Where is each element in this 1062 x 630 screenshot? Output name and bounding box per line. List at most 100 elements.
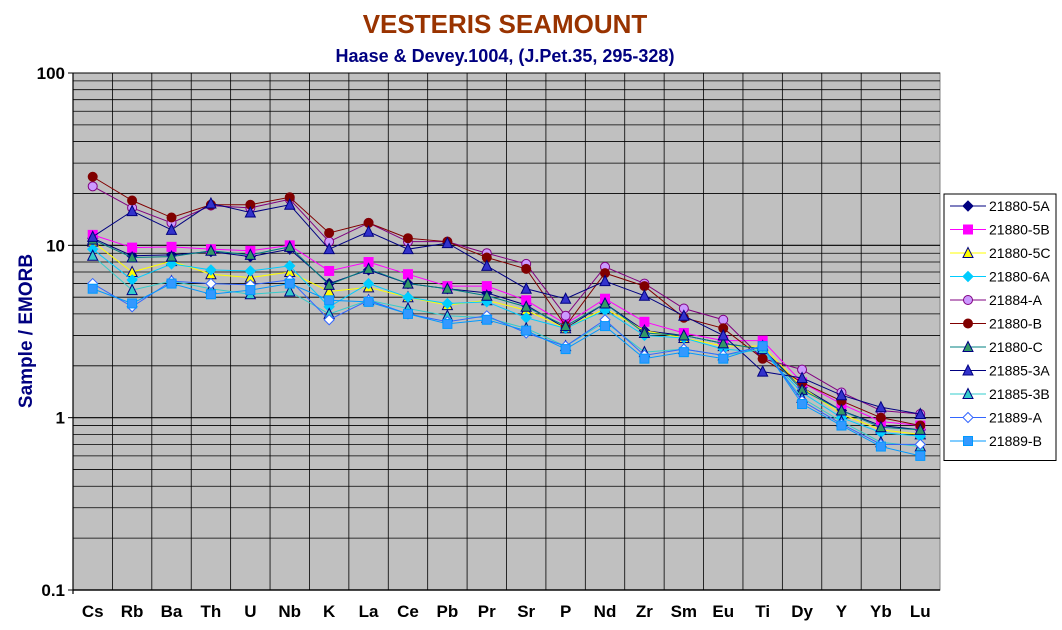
legend-item: 21884-A xyxy=(950,292,1043,308)
series-line xyxy=(92,283,921,457)
data-point xyxy=(441,236,454,249)
data-point xyxy=(560,344,571,355)
legend-item: 21880-C xyxy=(950,339,1043,355)
x-tick-label: Cs xyxy=(82,602,104,621)
data-point xyxy=(559,292,572,304)
legend-marker xyxy=(962,363,974,376)
x-tick-label: Y xyxy=(836,602,848,621)
data-point xyxy=(757,353,768,364)
data-point xyxy=(283,240,296,252)
data-point xyxy=(914,423,927,435)
data-point xyxy=(126,283,138,296)
legend-marker xyxy=(962,411,974,424)
data-point xyxy=(914,407,927,420)
x-tick-label: Ce xyxy=(397,602,419,621)
legend-label: 21885-3B xyxy=(989,386,1050,402)
series-line xyxy=(92,176,921,427)
x-tick-label: Nb xyxy=(278,602,301,621)
y-axis-label: Sample / EMORB xyxy=(16,254,37,408)
chart-title: VESTERIS SEAMOUNT xyxy=(363,9,648,39)
data-point xyxy=(244,205,257,218)
data-point xyxy=(559,319,572,332)
x-tick-label: Dy xyxy=(791,602,813,621)
data-point xyxy=(362,277,375,290)
series-line xyxy=(92,185,921,415)
data-point xyxy=(323,314,335,326)
y-tick-label: 0.1 xyxy=(41,581,65,600)
data-point xyxy=(324,265,335,276)
legend-marker xyxy=(963,436,973,446)
data-point xyxy=(126,250,138,263)
y-axis: 0.1 1 10 100 xyxy=(37,64,73,600)
data-point xyxy=(165,250,178,262)
series-group xyxy=(86,171,927,461)
legend-item: 21885-3B xyxy=(950,386,1050,402)
legend-label: 21885-3A xyxy=(989,363,1050,379)
data-point xyxy=(127,242,138,253)
legend-item: 21880-5A xyxy=(950,198,1050,214)
legend-box xyxy=(943,193,1057,461)
x-tick-label: Eu xyxy=(712,602,734,621)
data-point xyxy=(717,328,730,341)
data-point xyxy=(323,278,335,290)
data-point xyxy=(402,233,413,244)
data-point xyxy=(362,262,375,274)
legend-label: 21880-5A xyxy=(989,198,1050,214)
data-point xyxy=(835,388,848,401)
data-point xyxy=(442,318,453,329)
legend-item: 21889-B xyxy=(950,433,1042,449)
series-line xyxy=(92,248,921,437)
legend-marker xyxy=(962,340,974,352)
y-tick-label: 100 xyxy=(37,64,65,83)
legend-marker xyxy=(962,387,974,399)
data-point xyxy=(600,321,611,332)
x-tick-label: Rb xyxy=(121,602,144,621)
x-tick-label: Ti xyxy=(755,602,770,621)
x-tick-label: Sr xyxy=(517,602,535,621)
data-point xyxy=(678,309,690,321)
data-point xyxy=(915,450,926,461)
data-point xyxy=(166,241,177,252)
x-tick-label: Lu xyxy=(910,602,931,621)
legend-label: 21880-C xyxy=(989,339,1043,355)
data-point xyxy=(639,353,650,364)
data-point xyxy=(796,371,808,383)
data-point xyxy=(914,438,927,451)
data-point xyxy=(836,420,847,431)
data-point xyxy=(560,310,571,321)
legend-label: 21889-A xyxy=(989,410,1043,426)
x-tick-label: Yb xyxy=(870,602,892,621)
data-point xyxy=(520,282,533,294)
data-point xyxy=(678,328,690,341)
data-point xyxy=(717,336,730,349)
data-point xyxy=(127,298,138,309)
legend-label: 21880-5C xyxy=(989,245,1051,261)
x-axis: Cs Rb Ba Th U Nb K La Ce Pb Pr Sr P Nd Zr Sm Eu Ti Dy Y Yb Lu xyxy=(82,602,931,621)
data-point xyxy=(521,325,532,336)
y-tick-label: 1 xyxy=(56,409,65,428)
legend-item: 21880-5C xyxy=(950,245,1051,261)
data-point xyxy=(165,223,178,235)
legend-marker xyxy=(963,318,973,329)
data-point xyxy=(718,314,729,325)
legend: 21880-5A 21880-5B 21880-5C 21880-6A 21884-A 2… xyxy=(943,193,1057,461)
data-point xyxy=(127,195,138,206)
data-point xyxy=(480,289,493,301)
data-point xyxy=(205,289,216,300)
data-point xyxy=(87,283,98,294)
data-point xyxy=(323,242,335,255)
data-point xyxy=(875,420,887,433)
data-point xyxy=(520,300,533,312)
legend-label: 21880-6A xyxy=(989,269,1050,285)
data-point xyxy=(718,353,729,364)
data-point xyxy=(638,326,651,338)
data-point xyxy=(599,296,611,309)
data-point xyxy=(205,277,217,290)
grid xyxy=(72,72,940,594)
legend-marker xyxy=(963,224,973,235)
x-tick-label: Ba xyxy=(161,602,183,621)
x-tick-label: Nd xyxy=(594,602,617,621)
data-point xyxy=(402,308,413,319)
chart-subtitle: Haase & Devey.1004, (J.Pet.35, 295-328) xyxy=(336,46,675,66)
